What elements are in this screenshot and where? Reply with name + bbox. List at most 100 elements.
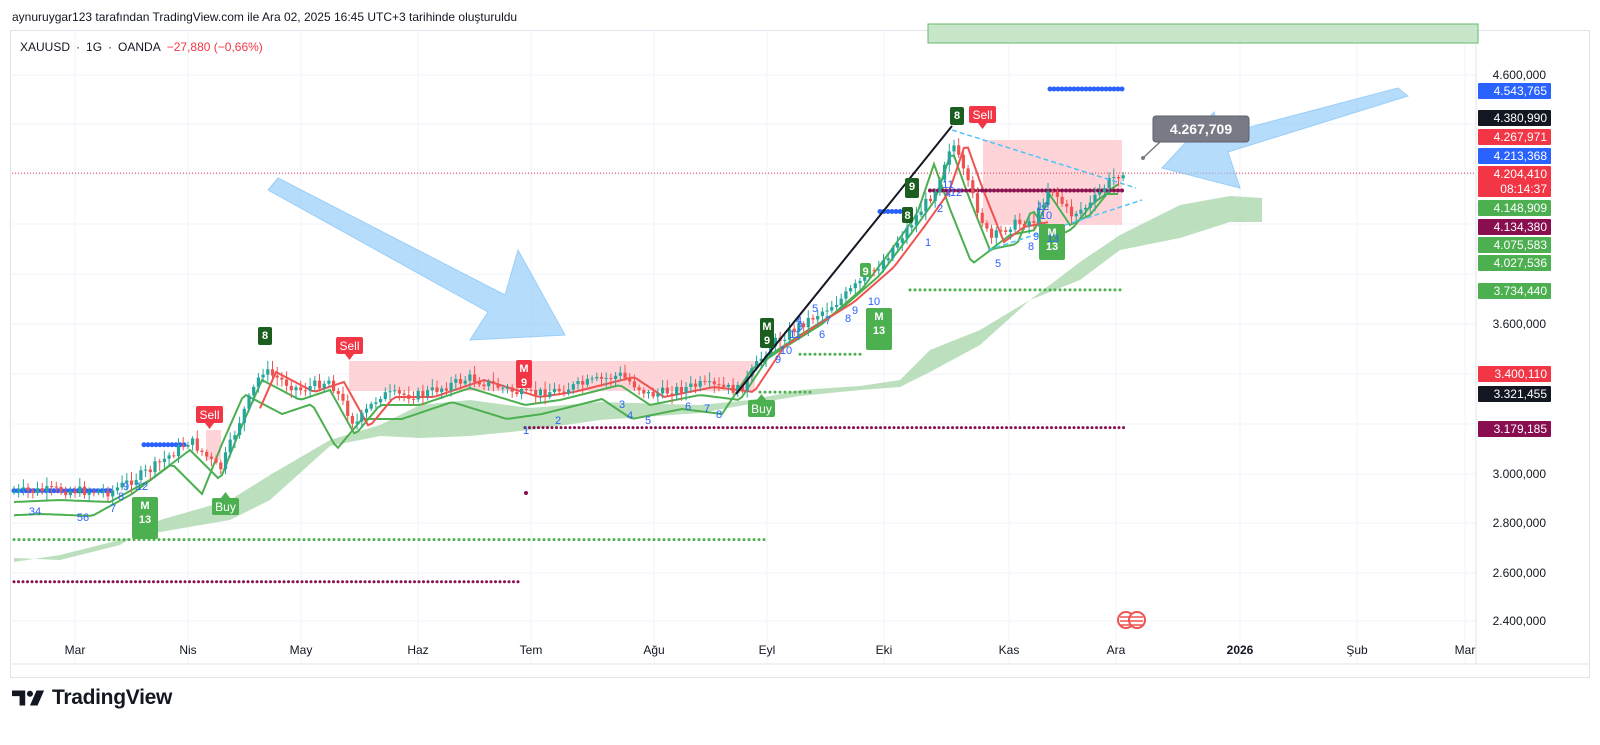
level-dot [1045,426,1049,430]
level-dot [51,488,57,494]
sell-signal[interactable]: Sell [196,406,223,429]
legend-symbol[interactable]: XAUUSD [20,40,71,54]
level-dot [224,580,227,584]
level-dot [273,580,277,584]
price-tag-text: 4.543,765 [1494,84,1548,98]
level-dot [919,426,923,430]
bear-candle [346,400,350,416]
level-dot [692,538,696,542]
economic-event-icon[interactable] [1117,611,1146,629]
level-dot [672,426,675,430]
bear-candle [458,379,463,384]
bull-candle [176,445,181,457]
level-dot [1095,426,1098,430]
td-count-number: 1 [523,425,529,437]
price-tag[interactable]: 4.267,971 [1478,129,1551,145]
bear-candle [82,486,87,495]
bear-candle [1032,221,1036,223]
bull-candle [1102,188,1106,192]
level-dot [237,538,241,542]
level-dot [913,288,917,292]
price-tag[interactable]: 3.734,440 [1478,283,1551,299]
level-dot [964,188,968,193]
level-dot [874,426,878,430]
level-dot [327,580,331,584]
bull-candle [571,384,575,390]
sell-signal[interactable]: Sell [969,106,996,129]
chart-pane[interactable] [10,30,1590,678]
sell-signal[interactable]: Sell [336,337,363,360]
bull-candle [797,323,801,332]
bull-candle [618,372,622,376]
level-dot [550,426,554,430]
price-tag[interactable]: 4.027,536 [1478,255,1551,271]
level-dot [192,580,196,584]
bull-candle [585,379,589,385]
level-dot [829,426,833,430]
level-dot [1059,426,1062,430]
bear-candle [158,461,162,463]
price-tag[interactable]: 4.204,410 [1478,166,1551,182]
bull-candle [379,399,383,403]
price-tag[interactable]: 4.380,990 [1478,110,1551,126]
level-dot [167,538,171,542]
sell-signal-text: Sell [339,339,359,353]
tradingview-brand[interactable]: TradingView [12,686,172,710]
bull-candle [783,339,787,341]
level-dot [257,538,261,542]
level-dot [432,538,436,542]
level-dot [591,426,594,430]
level-dot [803,390,807,394]
price-tag[interactable]: 4.543,765 [1478,83,1551,99]
price-axis-label: 4.600,000 [1493,68,1547,82]
bull-candle [68,490,72,496]
bear-candle [534,390,538,396]
level-dot [1113,426,1116,430]
bear-candle [1004,230,1008,232]
price-callout[interactable]: 4.267,709 [1141,115,1250,160]
level-dot [647,538,651,542]
level-dot [17,538,21,542]
level-dot [53,580,56,584]
price-tag[interactable]: 4.134,380 [1478,219,1551,235]
price-tag[interactable]: 4.148,909 [1478,200,1551,216]
symbol-legend[interactable]: XAUUSD · 1G · OANDA −27,880 (−0,66%) [20,40,263,54]
td-label-box [132,497,158,539]
bear-candle [31,490,35,493]
level-dot [242,580,245,584]
bull-candle [1098,191,1102,195]
price-tag[interactable]: 3.179,185 [1478,421,1551,437]
level-dot [1014,426,1017,430]
bear-candle [628,377,632,382]
bull-candle [134,480,138,485]
legend-interval[interactable]: 1G [86,40,103,54]
level-dot [1064,188,1068,193]
level-dot [555,426,558,430]
level-dot [1076,188,1080,193]
bull-candle [806,317,810,328]
price-tag[interactable]: 08:14:37 [1478,181,1551,197]
level-dot [21,580,25,584]
price-tag[interactable]: 4.075,583 [1478,237,1551,253]
bear-candle [961,154,965,169]
price-tag[interactable]: 3.321,455 [1478,386,1551,402]
level-dot [708,426,711,430]
sell-signal-text: Sell [972,108,992,122]
price-tag[interactable]: 4.213,368 [1478,148,1551,164]
level-dot [165,442,171,448]
level-dot [541,426,545,430]
level-dot [622,426,626,430]
level-dot [1016,188,1020,193]
price-tag[interactable]: 3.400,110 [1478,366,1551,382]
level-dot [752,538,756,542]
buy-signal[interactable]: Buy [212,492,239,515]
level-dot [487,538,491,542]
level-dot [399,580,403,584]
bear-candle [205,451,209,457]
bull-candle [863,275,867,281]
level-dot [512,580,515,584]
level-dot [732,538,736,542]
level-dot [359,580,362,584]
buy-signal[interactable]: Buy [748,394,775,417]
